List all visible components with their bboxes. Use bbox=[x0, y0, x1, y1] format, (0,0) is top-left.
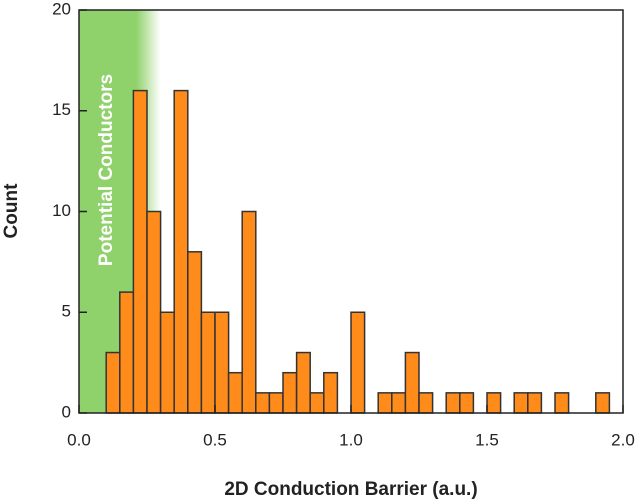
bar bbox=[459, 392, 475, 414]
x-tick-label: 0.0 bbox=[67, 430, 91, 449]
bar bbox=[309, 392, 325, 414]
bar bbox=[268, 392, 284, 414]
bar bbox=[323, 371, 339, 414]
bar bbox=[418, 392, 434, 414]
bar bbox=[445, 392, 461, 414]
bar bbox=[391, 392, 407, 414]
y-axis-label: Count bbox=[1, 183, 22, 239]
bar bbox=[350, 311, 366, 414]
annotation: Potential Conductors bbox=[96, 74, 117, 266]
bar bbox=[554, 392, 570, 414]
bar bbox=[377, 392, 393, 414]
bar bbox=[132, 89, 148, 414]
bar bbox=[295, 351, 311, 414]
x-tick-label: 2.0 bbox=[611, 430, 635, 449]
y-tick-label: 5 bbox=[62, 302, 71, 321]
y-tick-label: 20 bbox=[52, 0, 71, 18]
bar bbox=[187, 251, 203, 414]
bar bbox=[227, 371, 243, 414]
bar bbox=[146, 210, 162, 414]
bar bbox=[404, 351, 420, 414]
bar bbox=[486, 392, 502, 414]
x-tick-label: 0.5 bbox=[203, 430, 227, 449]
x-tick-label: 1.5 bbox=[475, 430, 499, 449]
bar bbox=[595, 392, 611, 414]
x-axis-label: 2D Conduction Barrier (a.u.) bbox=[224, 479, 477, 500]
bar bbox=[119, 291, 135, 414]
bar bbox=[282, 371, 298, 414]
y-tick-label: 15 bbox=[52, 100, 71, 119]
bar bbox=[159, 311, 175, 414]
bar bbox=[527, 392, 543, 414]
bar bbox=[241, 210, 257, 414]
bar bbox=[214, 311, 230, 414]
bar bbox=[105, 351, 121, 414]
bar bbox=[173, 89, 189, 414]
bar bbox=[255, 392, 271, 414]
bar bbox=[200, 311, 216, 414]
bar bbox=[513, 392, 529, 414]
x-tick-label: 1.0 bbox=[339, 430, 363, 449]
y-tick-label: 10 bbox=[52, 201, 71, 220]
y-tick-label: 0 bbox=[62, 402, 71, 421]
